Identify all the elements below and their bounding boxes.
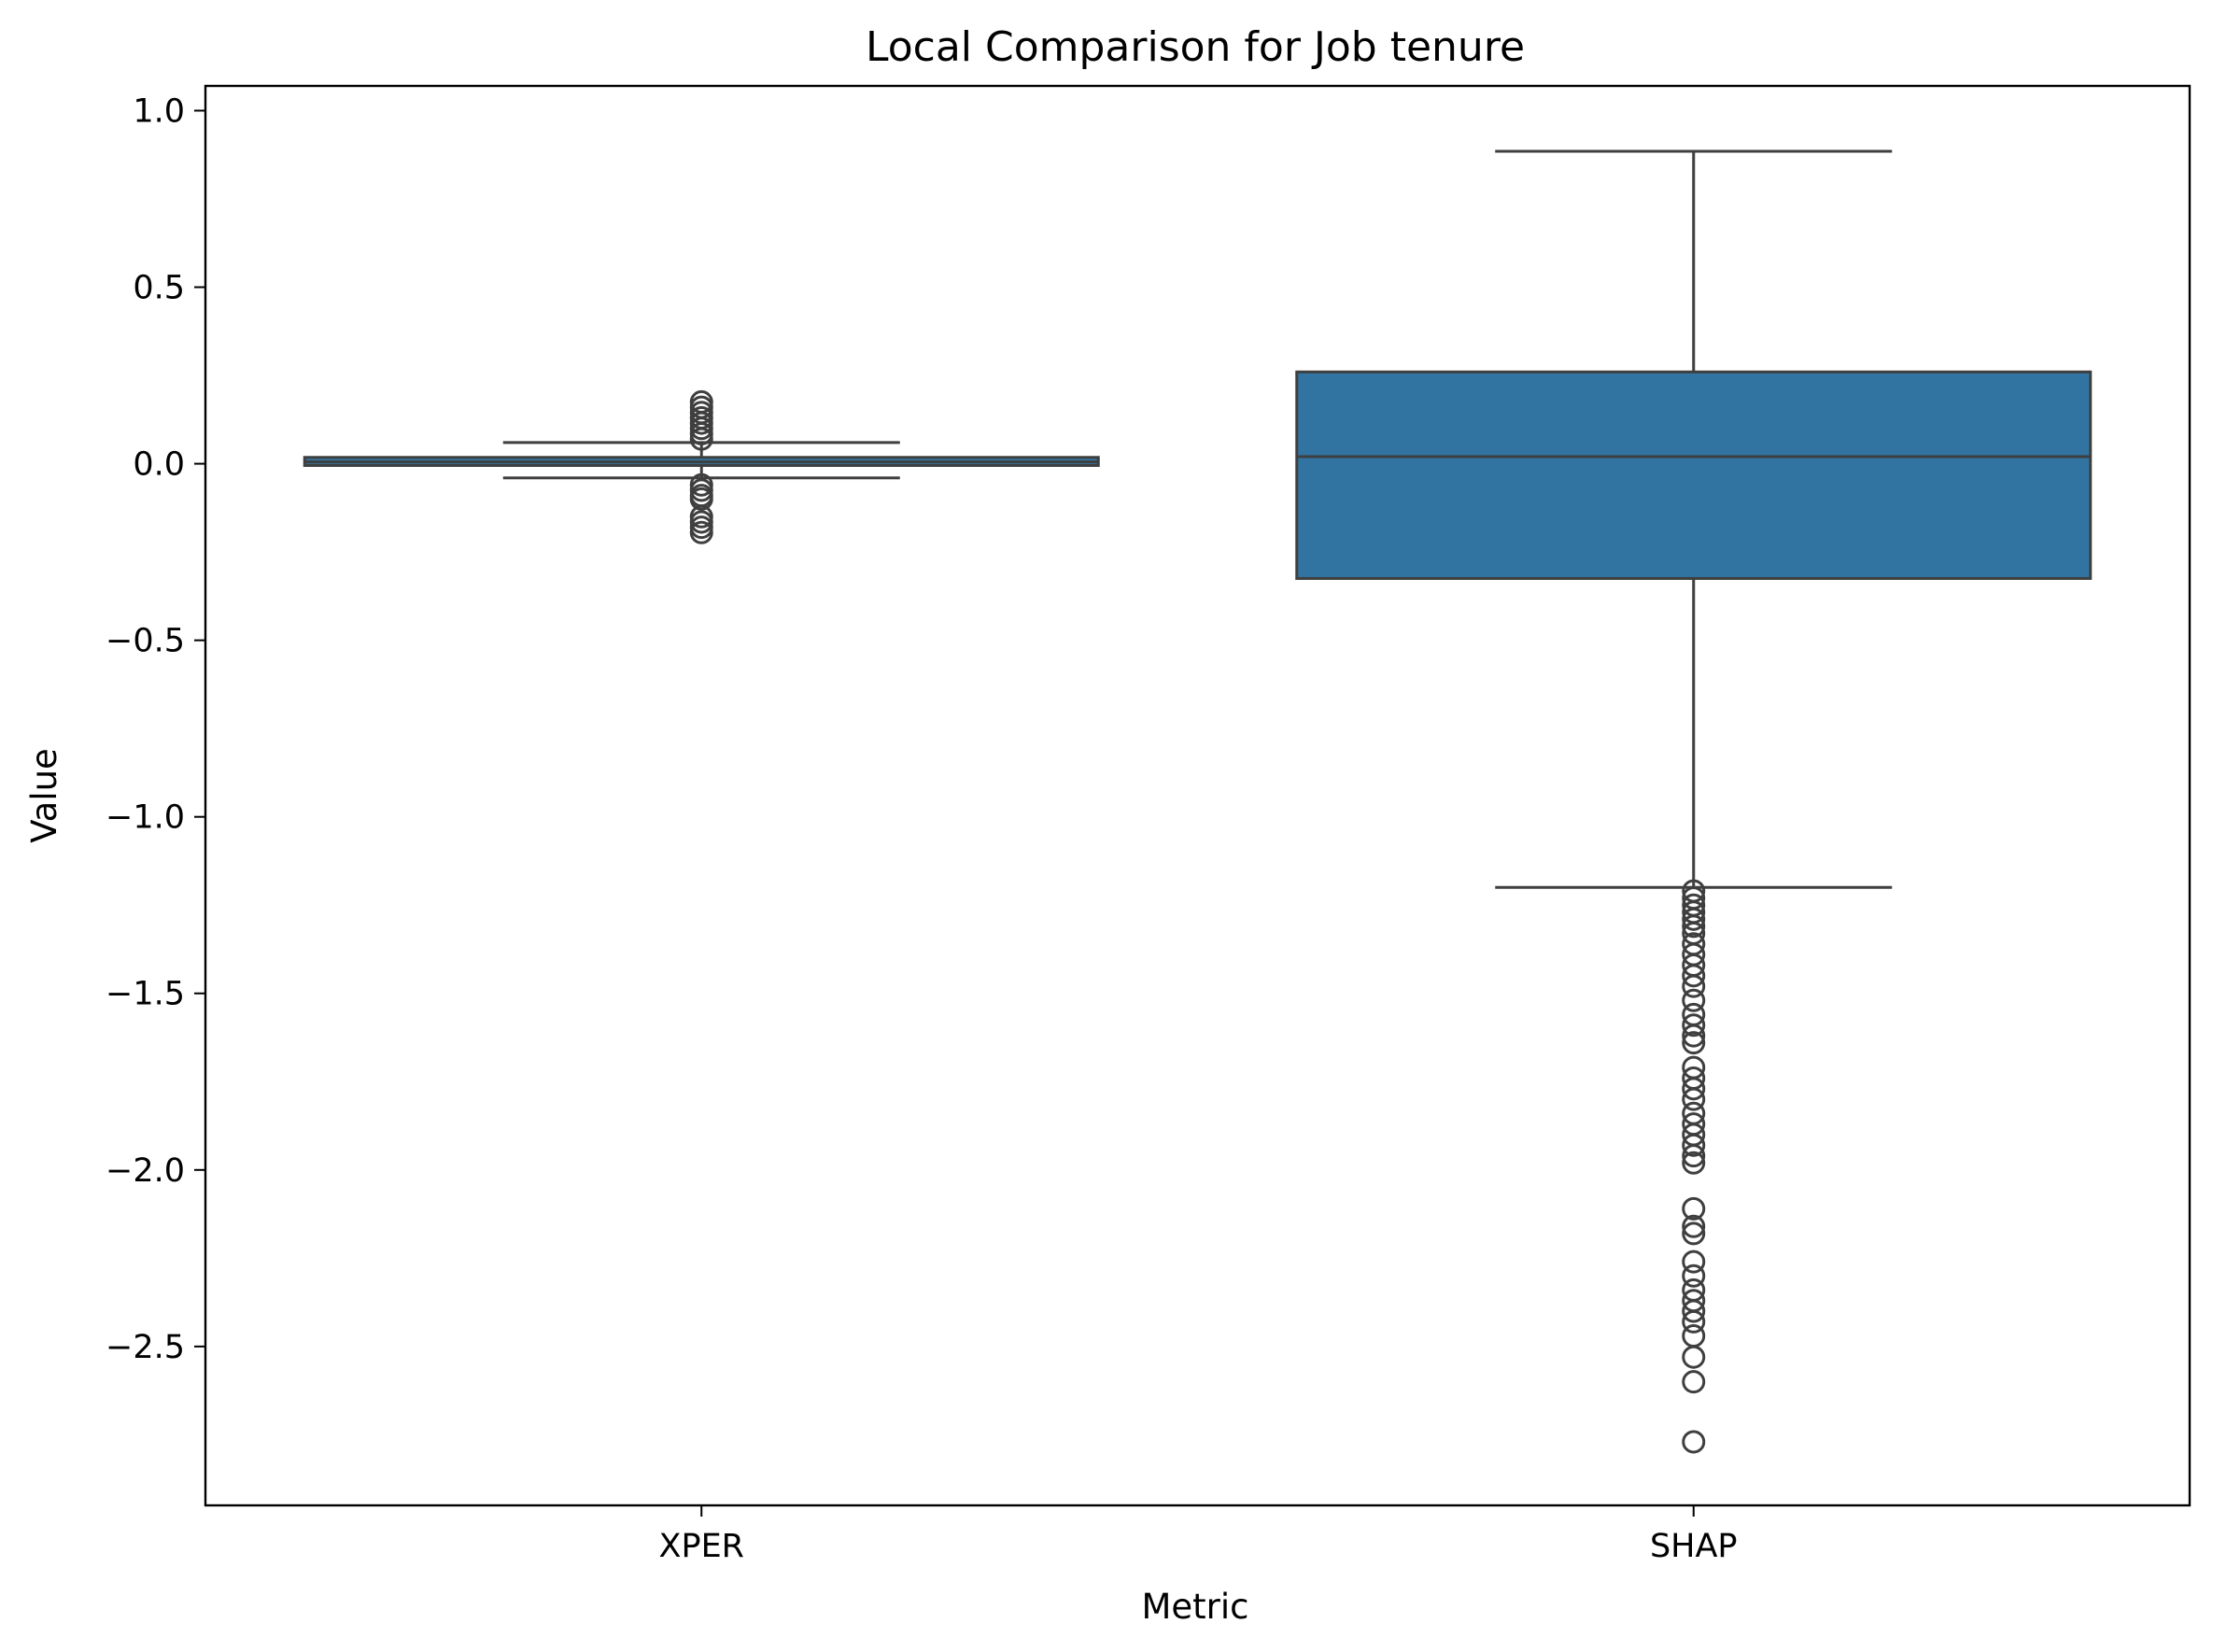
outlier-point [1682, 1309, 1706, 1334]
outlier-point [1682, 974, 1706, 998]
outlier-point [1682, 1196, 1706, 1221]
outlier-point [1682, 1024, 1706, 1048]
outlier-point [1682, 1430, 1706, 1454]
box-shap [1295, 149, 2093, 1454]
outlier-point [1682, 1087, 1706, 1111]
boxes-layer [303, 149, 2093, 1454]
x-axis: XPER SHAP [658, 1505, 1738, 1565]
outlier-point [1682, 1370, 1706, 1394]
outlier-point [689, 389, 713, 414]
outlier-point [1682, 964, 1706, 988]
x-tick-label: SHAP [1650, 1528, 1738, 1565]
outlier-point [1682, 1077, 1706, 1101]
outlier-point [1682, 1345, 1706, 1369]
outlier-point [1682, 1250, 1706, 1274]
outlier-point [1682, 1133, 1706, 1157]
outlier-point [1682, 988, 1706, 1012]
outlier-point [689, 520, 713, 544]
outlier-point [1682, 1144, 1706, 1168]
outlier-point [1682, 1324, 1706, 1348]
outlier-point [1682, 1031, 1706, 1055]
x-tick-label: XPER [658, 1528, 744, 1565]
x-axis-label: Metric [1141, 1587, 1248, 1627]
outlier-point [689, 487, 713, 511]
outlier-point [1682, 1013, 1706, 1038]
y-tick-label: −2.5 [106, 1329, 185, 1366]
y-tick-label: −2.0 [106, 1152, 185, 1190]
y-tick-label: −0.5 [106, 623, 185, 660]
outlier-point [1682, 1151, 1706, 1175]
y-axis: 1.0 0.5 0.0 −0.5 −1.0 −1.5 −2.0 −2.5 [106, 92, 205, 1366]
plot-frame [204, 84, 2192, 1507]
y-tick-label: 0.0 [133, 446, 185, 484]
y-tick-label: −1.0 [106, 799, 185, 837]
iqr-box [1295, 370, 2093, 580]
y-tick-label: −1.5 [106, 976, 185, 1013]
outlier-point [1682, 914, 1706, 939]
box-xper [303, 389, 1100, 544]
outlier-point [1682, 907, 1706, 931]
chart-title: Local Comparison for Job tenure [866, 23, 1525, 71]
outlier-point [1682, 1221, 1706, 1246]
outlier-point [1682, 1299, 1706, 1323]
y-tick-label: 1.0 [133, 92, 185, 130]
y-axis-label: Value [24, 748, 64, 843]
outlier-point [1682, 1264, 1706, 1288]
outlier-point [1682, 1214, 1706, 1238]
y-tick-label: 0.5 [133, 270, 185, 307]
